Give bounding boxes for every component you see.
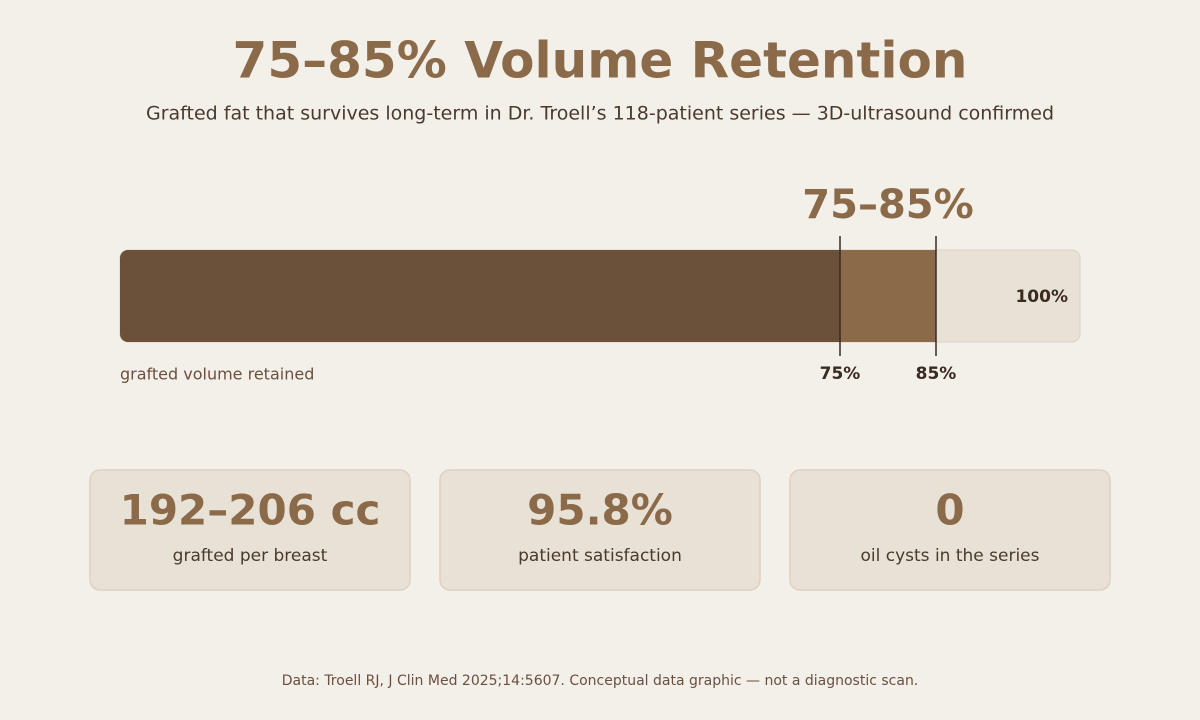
title: 75–85% Volume Retention [233, 32, 968, 90]
stat-value: 95.8% [527, 486, 673, 535]
max-label: 100% [1015, 287, 1068, 307]
subtitle: Grafted fat that survives long-term in D… [146, 103, 1054, 125]
tick-label: 85% [916, 364, 957, 384]
stat-label: patient satisfaction [518, 546, 682, 566]
retention-bar: 75–85% 75% 85% 100% [119, 182, 1081, 384]
stat-card [789, 469, 1111, 591]
tick-label: 75% [820, 364, 861, 384]
stat-card [89, 469, 411, 591]
stat-cards: 192–206 cc grafted per breast 95.8% patient… [89, 469, 1111, 591]
stat-label: oil cysts in the series [861, 546, 1040, 566]
stat-value: 0 [935, 486, 964, 535]
bar-range [840, 250, 936, 342]
footer: Data: Troell RJ, J Clin Med 2025;14:5607… [282, 673, 919, 689]
bar-caption: grafted volume retained [120, 365, 314, 384]
stat-card [439, 469, 761, 591]
stat-label: grafted per breast [173, 546, 328, 566]
range-label: 75–85% [802, 182, 973, 228]
bar-retained [120, 250, 840, 342]
stat-value: 192–206 cc [120, 486, 381, 535]
